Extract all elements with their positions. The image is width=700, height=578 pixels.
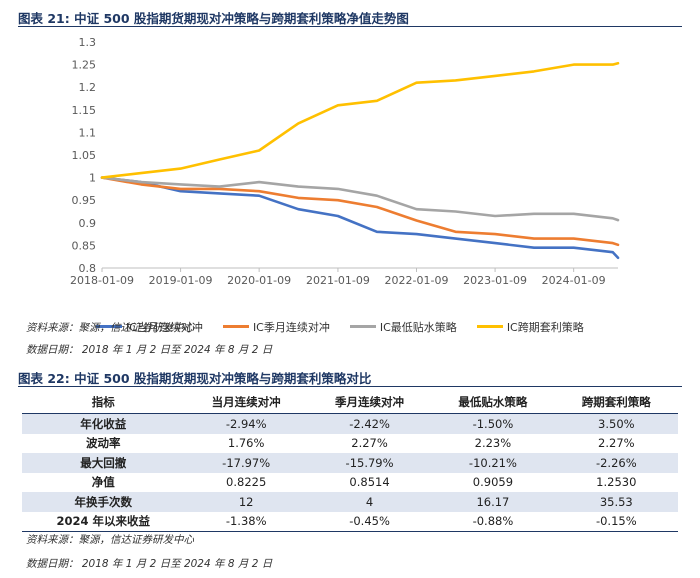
- table-cell: 35.53: [554, 492, 678, 512]
- y-tick-label: 0.95: [72, 194, 97, 207]
- series-line-4: [100, 61, 620, 179]
- legend-label: IC当月连续对冲: [126, 320, 203, 334]
- table-cell: 0.8225: [226, 475, 267, 490]
- table-cell: -2.26%: [554, 453, 678, 473]
- figure-21-source: 资料来源：聚源，信达证券研发中心: [26, 322, 194, 334]
- table-cell: 16.17: [431, 492, 555, 512]
- column-header-quarterly: 季月连续对冲: [307, 390, 432, 414]
- legend-label: IC最低贴水策略: [379, 320, 457, 334]
- row-label: 2024 年以来收益: [22, 511, 185, 532]
- figure-22-title: 图表 22: 中证 500 股指期货期现对冲策略与跨期套利策略对比: [18, 371, 372, 386]
- legend-label: IC跨期套利策略: [506, 320, 584, 334]
- y-tick-label: 1.25: [72, 59, 97, 72]
- table-cell: 2.27%: [598, 436, 635, 451]
- figure-21-rule: [18, 26, 682, 27]
- legend-item-1: IC当月连续对冲: [96, 319, 203, 335]
- table-cell: 3.50%: [554, 413, 678, 434]
- y-tick-label: 0.9: [79, 217, 97, 230]
- table-cell: 1.76%: [227, 436, 265, 451]
- series-line-2: [100, 176, 620, 247]
- table-row: 年化收益 -2.94% -2.42% -1.50% 3.50%: [22, 413, 678, 434]
- figure-22-date: 数据日期： 2018 年 1 月 2 日至 2024 年 8 月 2 日: [26, 558, 273, 570]
- x-tick-label: 2020-01-09: [227, 274, 291, 287]
- y-tick-label: 1.2: [79, 81, 97, 94]
- x-tick-label: 2022-01-09: [385, 274, 449, 287]
- x-tick-label: 2019-01-09: [149, 274, 213, 287]
- row-label: 最大回撤: [22, 453, 185, 473]
- table-cell: 2.23%: [474, 436, 512, 451]
- column-header-min-discount: 最低贴水策略: [431, 390, 555, 414]
- y-tick-label: 1.15: [72, 104, 97, 117]
- y-tick-label: 1.05: [72, 149, 97, 162]
- table-cell: -1.38%: [184, 511, 308, 532]
- net-value-line-chart: 0.8 0.85 0.9 0.95 1 1.05 1.1 1.15 1.2 1.25 1.3 2018…: [18, 28, 682, 334]
- row-label: 净值: [91, 475, 115, 490]
- legend-item-3: IC最低贴水策略: [349, 319, 457, 335]
- table-cell: -0.15%: [554, 511, 678, 532]
- figure-22-source: 资料来源：聚源，信达证券研发中心: [26, 534, 194, 546]
- table-cell: 0.9059: [472, 475, 514, 490]
- table-row: 2024 年以来收益 -1.38% -0.45% -0.88% -0.15%: [22, 511, 678, 532]
- table-cell: -17.97%: [184, 453, 308, 473]
- table-cell: -0.88%: [431, 511, 555, 532]
- x-tick-label: 2021-01-09: [306, 274, 370, 287]
- table-cell: 4: [307, 492, 432, 512]
- legend-swatch: [222, 325, 249, 328]
- column-header-metric: 指标: [22, 390, 185, 414]
- x-tick-label: 2023-01-09: [463, 274, 527, 287]
- table-cell: 1.2530: [596, 475, 637, 490]
- legend-swatch: [96, 325, 122, 328]
- table-row: 最大回撤 -17.97% -15.79% -10.21% -2.26%: [22, 453, 678, 473]
- x-tick-label: 2024-01-09: [542, 274, 606, 287]
- table-cell: -2.42%: [307, 413, 432, 434]
- x-tick-label: 2018-01-09: [70, 274, 134, 287]
- legend-label: IC季月连续对冲: [252, 320, 330, 334]
- figure-21-date: 数据日期： 2018 年 1 月 2 日至 2024 年 8 月 2 日: [26, 344, 273, 356]
- y-tick-label: 1.1: [79, 126, 97, 139]
- table-cell: -2.94%: [184, 413, 308, 434]
- legend-item-2: IC季月连续对冲: [222, 319, 330, 335]
- y-tick-label: 0.85: [72, 239, 97, 252]
- chart-legend: IC当月连续对冲 IC季月连续对冲 IC最低贴水策略 IC跨期套利策略: [96, 318, 604, 335]
- table-row: 波动率 1.76% 2.27% 2.23% 2.27%: [22, 434, 678, 454]
- figure-22-rule: [18, 386, 682, 387]
- figure-21-title: 图表 21: 中证 500 股指期货期现对冲策略与跨期套利策略净值走势图: [18, 11, 409, 26]
- series-line-1: [100, 176, 620, 260]
- strategy-comparison-table: 指标 当月连续对冲 季月连续对冲 最低贴水策略 跨期套利策略 年化收益 -2.9…: [22, 390, 678, 532]
- table-cell: -15.79%: [307, 453, 432, 473]
- table-cell: -10.21%: [431, 453, 555, 473]
- column-header-monthly: 当月连续对冲: [184, 390, 308, 414]
- legend-swatch: [476, 325, 503, 328]
- chart-svg: 0.8 0.85 0.9 0.95 1 1.05 1.1 1.15 1.2 1.25 1.3 2018…: [70, 36, 620, 287]
- table-row: 年换手次数 12 4 16.17 35.53: [22, 492, 678, 512]
- row-label: 波动率: [85, 436, 121, 451]
- row-label: 年化收益: [22, 413, 185, 434]
- legend-swatch: [349, 325, 376, 328]
- series-line-3: [100, 176, 620, 222]
- table-header-row: 指标 当月连续对冲 季月连续对冲 最低贴水策略 跨期套利策略: [22, 390, 678, 414]
- table-cell: 2.27%: [351, 436, 388, 451]
- row-label: 年换手次数: [22, 492, 185, 512]
- table-cell: 12: [184, 492, 308, 512]
- table-cell: -0.45%: [307, 511, 432, 532]
- y-tick-label: 0.8: [79, 262, 97, 275]
- table-cell: 0.8514: [349, 475, 390, 490]
- column-header-calendar-spread: 跨期套利策略: [554, 390, 678, 414]
- table-cell: -1.50%: [431, 413, 555, 434]
- y-tick-label: 1: [89, 172, 96, 185]
- legend-item-4: IC跨期套利策略: [476, 319, 584, 335]
- table-row: 净值 0.8225 0.8514 0.9059 1.2530: [22, 473, 678, 493]
- y-tick-label: 1.3: [79, 36, 97, 49]
